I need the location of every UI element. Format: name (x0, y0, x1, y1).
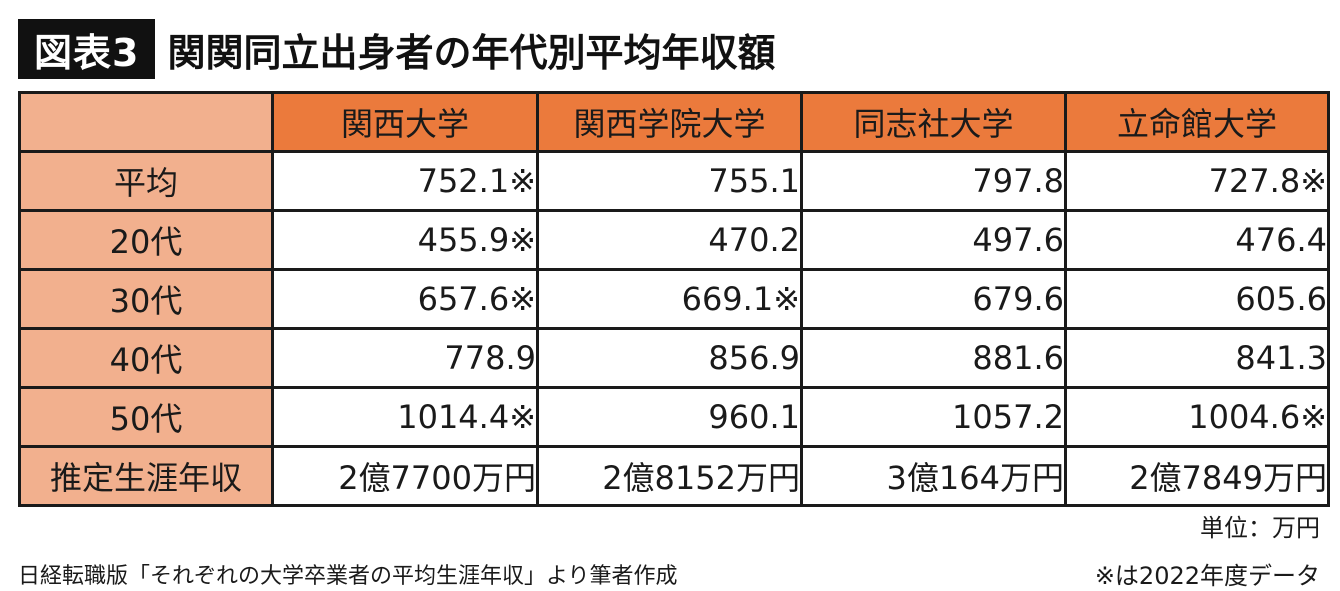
table-cell: 679.6 (800, 268, 1067, 330)
row-header: 推定生涯年収 (18, 445, 274, 507)
table-cell: 497.6 (800, 209, 1067, 271)
table-cell: 476.4 (1064, 209, 1330, 271)
table-cell: 1014.4※ (271, 386, 539, 448)
column-header: 同志社大学 (800, 91, 1067, 153)
table-cell: 605.6 (1064, 268, 1330, 330)
row-header: 30代 (18, 268, 274, 330)
table-row: 平均 752.1※ 755.1 797.8 727.8※ (18, 150, 1330, 212)
table-cell: 960.1 (536, 386, 803, 448)
table-cell: 797.8 (800, 150, 1067, 212)
table-cell: 2億7700万円 (271, 445, 539, 507)
row-header: 平均 (18, 150, 274, 212)
table-cell: 2億8152万円 (536, 445, 803, 507)
table-cell: 856.9 (536, 327, 803, 389)
source-note: 日経転職版「それぞれの大学卒業者の平均生涯年収」より筆者作成 (18, 564, 678, 589)
table-cell: 1004.6※ (1064, 386, 1330, 448)
table-cell: 752.1※ (271, 150, 539, 212)
row-header: 20代 (18, 209, 274, 271)
table-cell: 455.9※ (271, 209, 539, 271)
table-row: 20代 455.9※ 470.2 497.6 476.4 (18, 209, 1330, 271)
table-cell: 755.1 (536, 150, 803, 212)
table-cell: 881.6 (800, 327, 1067, 389)
page-title: 関関同立出身者の年代別平均年収額 (167, 30, 776, 75)
income-table: 関西大学 関西学院大学 同志社大学 立命館大学 平均 752.1※ 755.1 … (18, 91, 1330, 507)
column-header: 関西学院大学 (536, 91, 803, 153)
title-row: 図表3 関関同立出身者の年代別平均年収額 (18, 18, 775, 80)
table-cell: 727.8※ (1064, 150, 1330, 212)
table-row: 40代 778.9 856.9 881.6 841.3 (18, 327, 1330, 389)
table-row: 30代 657.6※ 669.1※ 679.6 605.6 (18, 268, 1330, 330)
table-cell: 1057.2 (800, 386, 1067, 448)
table-row: 50代 1014.4※ 960.1 1057.2 1004.6※ (18, 386, 1330, 448)
table-cell: 778.9 (271, 327, 539, 389)
column-header: 関西大学 (271, 91, 539, 153)
table-cell: 657.6※ (271, 268, 539, 330)
data-year-note: ※は2022年度データ (1094, 562, 1320, 590)
unit-label: 単位：万円 (1200, 514, 1320, 542)
table-cell: 2億7849万円 (1064, 445, 1330, 507)
row-header: 50代 (18, 386, 274, 448)
table-cell: 3億164万円 (800, 445, 1067, 507)
corner-cell (18, 91, 274, 153)
table-cell: 470.2 (536, 209, 803, 271)
row-header: 40代 (18, 327, 274, 389)
figure-badge: 図表3 (18, 19, 156, 79)
table-cell: 841.3 (1064, 327, 1330, 389)
table-cell: 669.1※ (536, 268, 803, 330)
header-row: 関西大学 関西学院大学 同志社大学 立命館大学 (18, 91, 1330, 153)
table-row: 推定生涯年収 2億7700万円 2億8152万円 3億164万円 2億7849万… (18, 445, 1330, 507)
column-header: 立命館大学 (1064, 91, 1330, 153)
